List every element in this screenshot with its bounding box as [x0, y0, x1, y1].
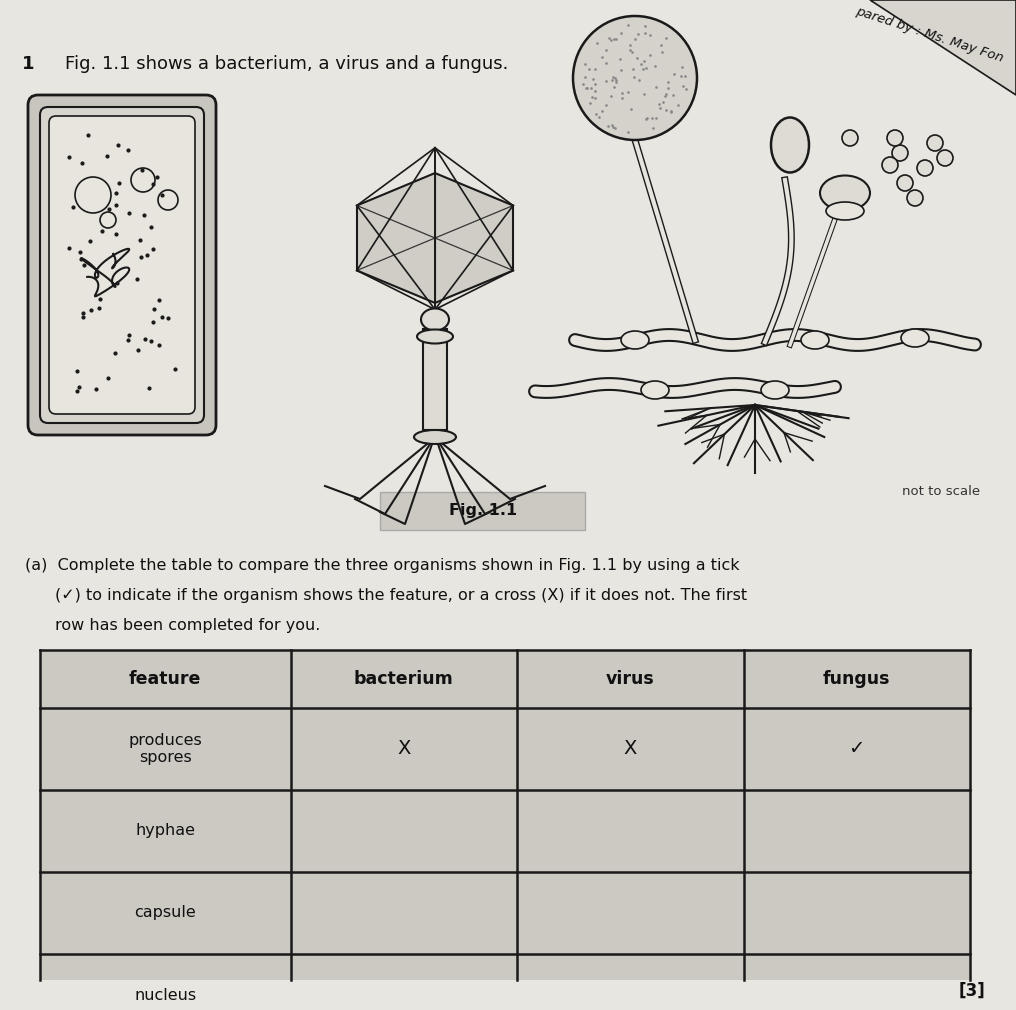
- Circle shape: [842, 130, 858, 146]
- Bar: [40, 650, 970, 980]
- Circle shape: [573, 16, 697, 140]
- Polygon shape: [357, 173, 513, 303]
- Text: produces
spores: produces spores: [128, 733, 202, 766]
- FancyBboxPatch shape: [28, 95, 216, 435]
- Ellipse shape: [801, 331, 829, 349]
- Ellipse shape: [771, 117, 809, 173]
- Ellipse shape: [820, 176, 870, 210]
- Circle shape: [897, 175, 913, 191]
- Text: not to scale: not to scale: [902, 485, 980, 498]
- Ellipse shape: [901, 329, 929, 347]
- Circle shape: [937, 150, 953, 166]
- FancyBboxPatch shape: [40, 107, 204, 423]
- Text: row has been completed for you.: row has been completed for you.: [55, 618, 320, 633]
- Text: 1: 1: [22, 55, 35, 73]
- FancyBboxPatch shape: [49, 116, 195, 414]
- FancyBboxPatch shape: [380, 492, 585, 530]
- Text: fungus: fungus: [823, 670, 890, 688]
- Text: Fig. 1.1: Fig. 1.1: [449, 504, 517, 518]
- Circle shape: [887, 130, 903, 146]
- Ellipse shape: [621, 331, 649, 349]
- Circle shape: [892, 145, 908, 161]
- Text: ✓: ✓: [848, 739, 865, 759]
- Polygon shape: [870, 0, 1016, 95]
- Text: nucleus: nucleus: [134, 988, 196, 1003]
- Text: virus: virus: [606, 670, 654, 688]
- Circle shape: [907, 190, 923, 206]
- Text: X: X: [624, 739, 637, 759]
- Text: X: X: [397, 739, 410, 759]
- Ellipse shape: [414, 430, 456, 444]
- Text: [3]: [3]: [958, 982, 985, 1000]
- Circle shape: [927, 135, 943, 152]
- Ellipse shape: [761, 381, 789, 399]
- Ellipse shape: [421, 308, 449, 330]
- Ellipse shape: [641, 381, 669, 399]
- Text: Fig. 1.1 shows a bacterium, a virus and a fungus.: Fig. 1.1 shows a bacterium, a virus and …: [65, 55, 508, 73]
- Text: pared by : Ms. May Fon: pared by : Ms. May Fon: [854, 5, 1005, 65]
- Bar: [423, 328, 447, 430]
- Circle shape: [917, 160, 933, 176]
- Ellipse shape: [826, 202, 864, 220]
- Text: feature: feature: [129, 670, 201, 688]
- Circle shape: [882, 157, 898, 173]
- Text: (a)  Complete the table to compare the three organisms shown in Fig. 1.1 by usin: (a) Complete the table to compare the th…: [25, 558, 740, 573]
- Text: (✓) to indicate if the organism shows the feature, or a cross (X) if it does not: (✓) to indicate if the organism shows th…: [55, 588, 747, 603]
- Text: capsule: capsule: [134, 906, 196, 920]
- Text: bacterium: bacterium: [354, 670, 454, 688]
- Text: hyphae: hyphae: [135, 823, 195, 838]
- Ellipse shape: [417, 329, 453, 343]
